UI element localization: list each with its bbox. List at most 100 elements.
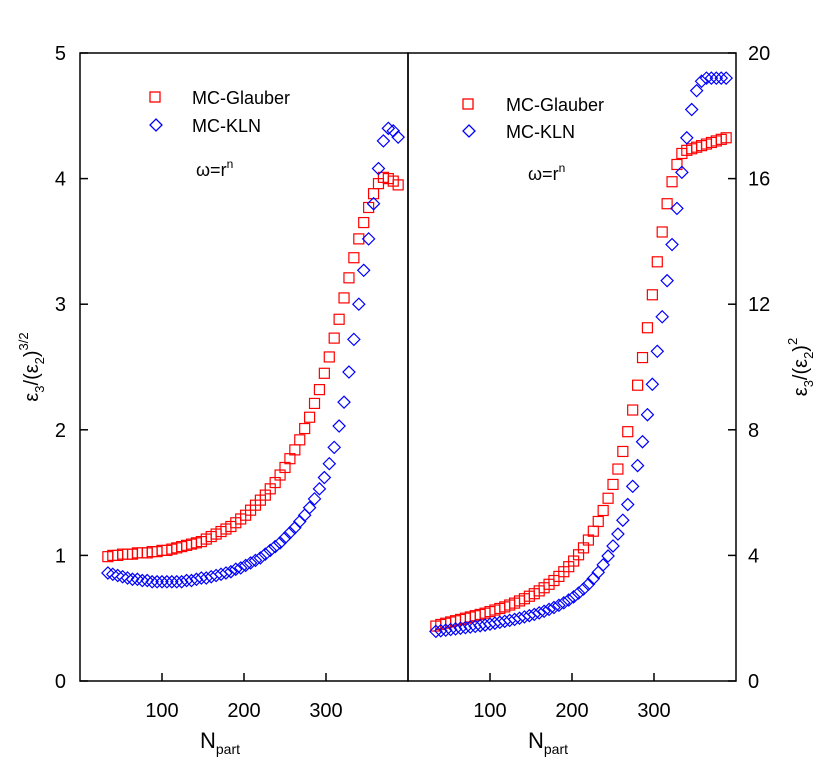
data-point-mc-glauber	[656, 226, 668, 238]
data-point-mc-glauber	[392, 179, 404, 191]
data-point-mc-kln	[675, 165, 689, 180]
data-point-mc-kln	[635, 434, 650, 449]
data-point-mc-kln	[332, 419, 346, 433]
x-tick-label: 200	[227, 700, 260, 722]
data-point-mc-glauber	[597, 504, 609, 517]
data-point-mc-kln	[268, 539, 283, 554]
data-point-mc-kln	[342, 365, 356, 379]
data-point-mc-kln	[356, 263, 371, 278]
legend-marker-glauber	[462, 98, 474, 110]
y-tick-label: 2	[55, 420, 66, 442]
data-point-mc-kln	[542, 602, 556, 617]
y-tick-label: 16	[748, 169, 770, 191]
data-point-mc-kln	[561, 593, 576, 607]
data-point-mc-glauber	[358, 216, 370, 229]
data-point-mc-kln	[351, 297, 366, 312]
data-point-mc-kln	[660, 273, 674, 288]
data-point-mc-glauber	[323, 351, 335, 363]
data-point-mc-glauber	[622, 426, 634, 438]
right-x-axis-title: Npart	[528, 728, 568, 757]
data-point-mc-kln	[581, 577, 596, 592]
data-point-mc-kln	[101, 566, 115, 580]
left-plot-frame	[79, 52, 409, 682]
data-point-mc-kln	[615, 513, 630, 528]
data-point-mc-kln	[283, 525, 297, 540]
data-point-mc-kln	[694, 74, 709, 89]
x-tick-label: 100	[473, 700, 506, 722]
data-point-mc-glauber	[641, 322, 654, 334]
data-point-mc-glauber	[671, 158, 683, 171]
data-point-mc-kln	[665, 237, 679, 252]
data-point-mc-kln	[110, 568, 125, 583]
data-point-mc-kln	[537, 604, 551, 619]
data-point-mc-glauber	[299, 422, 311, 435]
y-tick-label: 8	[748, 420, 759, 442]
data-point-mc-glauber	[353, 233, 365, 245]
data-point-mc-glauber	[343, 272, 355, 284]
data-point-mc-kln	[699, 71, 714, 85]
data-point-mc-kln	[135, 573, 150, 588]
legend-marker-kln	[462, 124, 476, 138]
data-point-mc-kln	[670, 201, 684, 216]
data-point-mc-kln	[327, 440, 342, 455]
data-point-mc-glauber	[602, 492, 614, 504]
data-point-mc-glauber	[338, 292, 350, 304]
right-y-axis-title: ε3/(ε2)2	[785, 338, 816, 396]
data-point-mc-glauber	[348, 252, 360, 264]
data-point-mc-kln	[376, 134, 391, 148]
data-point-mc-kln	[224, 564, 238, 579]
data-point-mc-glauber	[666, 176, 678, 188]
data-point-mc-kln	[219, 566, 233, 580]
data-point-mc-kln	[684, 102, 699, 117]
data-point-mc-kln	[650, 344, 665, 359]
x-tick-label: 300	[309, 700, 342, 722]
data-point-mc-kln	[552, 598, 566, 613]
data-point-mc-glauber	[627, 404, 639, 416]
data-point-mc-glauber	[313, 384, 326, 396]
data-point-mc-glauber	[631, 379, 644, 391]
data-point-mc-kln	[391, 130, 406, 145]
legend-marker-glauber	[149, 91, 161, 103]
legend-marker-kln	[149, 118, 163, 132]
data-point-mc-kln	[273, 535, 287, 550]
data-point-mc-kln	[302, 500, 317, 515]
data-point-mc-glauber	[318, 367, 330, 379]
legend-label-glauber-right: MC-Glauber	[506, 95, 604, 115]
data-point-mc-kln	[532, 606, 547, 620]
y-tick-label: 20	[748, 43, 770, 65]
data-point-mc-kln	[556, 595, 571, 610]
data-point-mc-kln	[596, 557, 611, 572]
data-point-mc-glauber	[333, 313, 345, 325]
y-tick-label: 12	[748, 294, 770, 316]
data-point-mc-kln	[679, 130, 694, 145]
data-point-mc-kln	[317, 470, 332, 485]
x-tick-label: 100	[145, 700, 178, 722]
data-point-mc-kln	[238, 558, 253, 573]
data-point-mc-kln	[366, 196, 381, 211]
data-point-mc-kln	[576, 582, 591, 596]
data-point-mc-kln	[655, 309, 670, 324]
data-point-mc-kln	[719, 71, 734, 85]
y-tick-label: 4	[748, 545, 759, 567]
data-point-mc-kln	[130, 572, 145, 587]
data-point-mc-kln	[155, 574, 169, 589]
data-point-mc-kln	[258, 547, 273, 561]
data-point-mc-kln	[601, 549, 615, 563]
data-point-mc-kln	[322, 456, 337, 471]
data-point-mc-kln	[527, 607, 542, 622]
data-point-mc-glauber	[646, 289, 658, 301]
data-point-mc-kln	[307, 492, 322, 506]
data-point-mc-kln	[709, 71, 724, 85]
data-point-mc-kln	[689, 83, 704, 98]
right-annotation: ω=rn	[528, 161, 565, 184]
data-point-mc-glauber	[304, 411, 316, 423]
data-point-mc-kln	[547, 600, 561, 615]
data-point-mc-glauber	[661, 198, 673, 210]
y-tick-label: 0	[748, 671, 759, 693]
right-legend: MC-Glauber MC-KLN	[462, 95, 604, 142]
data-point-mc-glauber	[328, 332, 340, 344]
legend-label-kln-right: MC-KLN	[506, 122, 575, 142]
data-point-mc-glauber	[607, 478, 619, 491]
